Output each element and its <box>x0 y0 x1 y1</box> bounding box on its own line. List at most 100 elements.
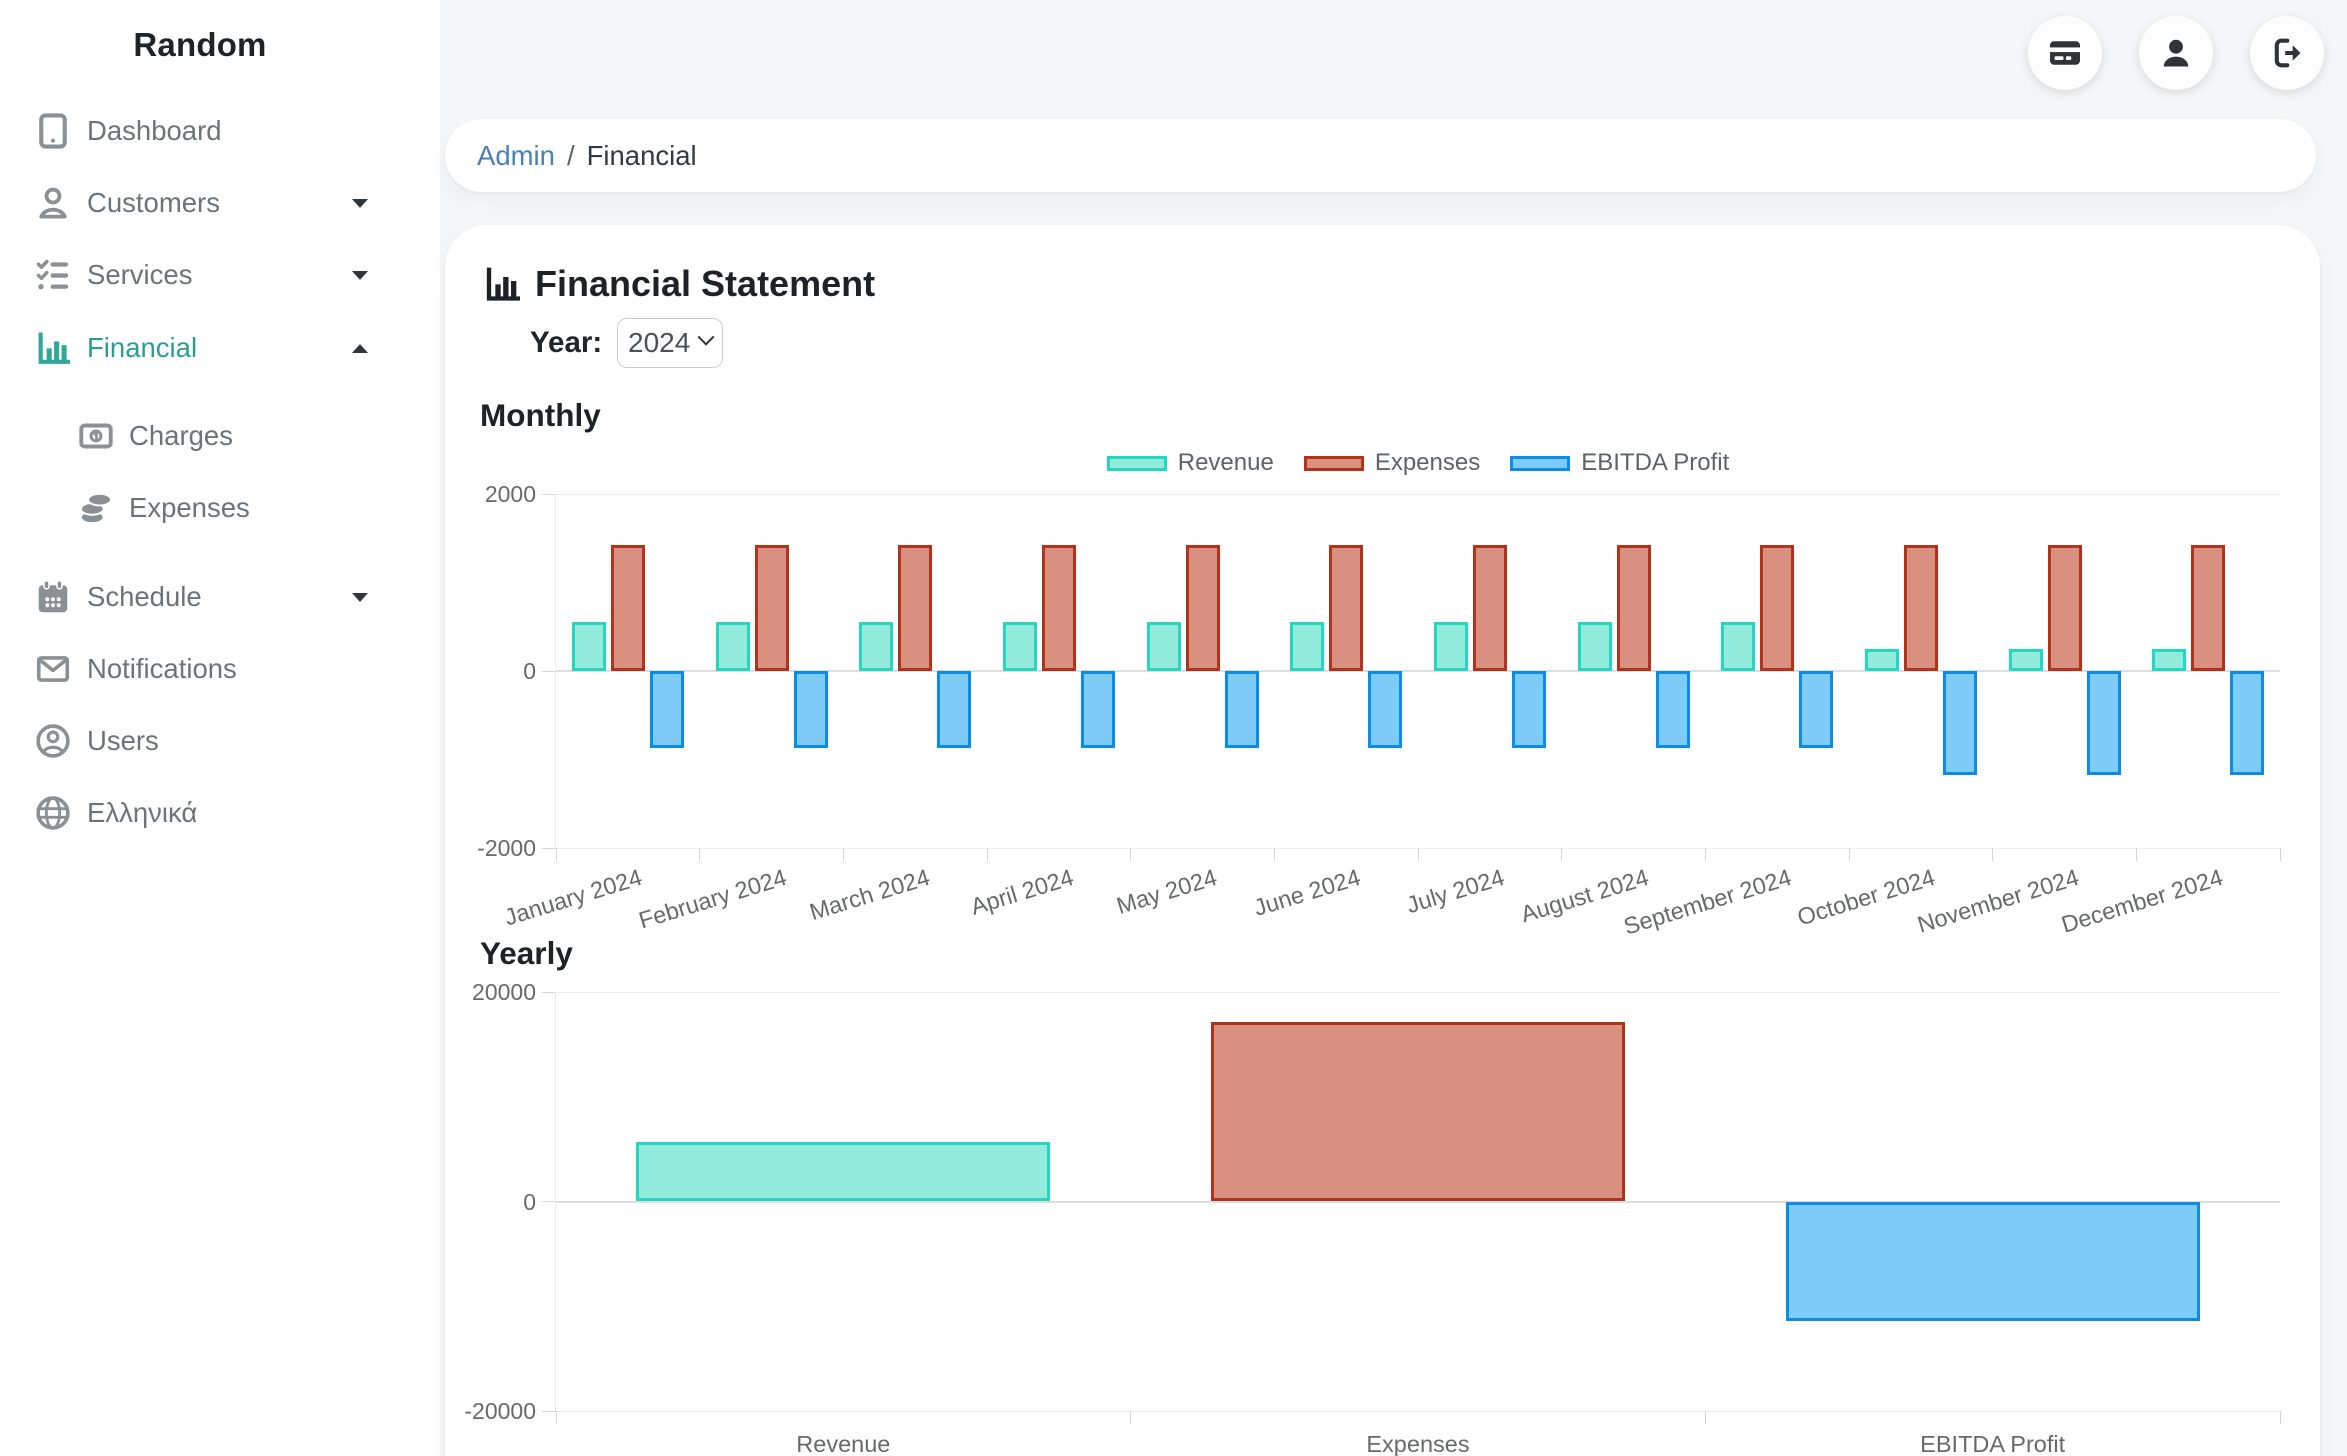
breadcrumb-separator: / <box>566 139 575 171</box>
gridline <box>556 1410 2280 1412</box>
bar-revenue-july-2024 <box>1433 622 1468 671</box>
bar-revenue-october-2024 <box>1864 648 1899 671</box>
bar-ebitda-profit-july-2024 <box>1511 671 1546 749</box>
y-axis-tick <box>542 670 556 672</box>
bar-revenue-april-2024 <box>1002 622 1037 671</box>
x-axis-tick <box>1704 848 1706 861</box>
bar-revenue-june-2024 <box>1290 622 1325 671</box>
monthly-chart: 2000 0 -2000 January 2024 February 2024 March… <box>477 481 2281 940</box>
bar-expenses-july-2024 <box>1472 544 1507 671</box>
x-axis-label: Revenue <box>796 1431 891 1456</box>
sidebar-item-label: Notifications <box>87 653 237 684</box>
x-axis-label: July 2024 <box>1403 864 1508 919</box>
x-axis-label: May 2024 <box>1113 864 1221 920</box>
bar-expenses-november-2024 <box>2047 544 2082 671</box>
chevron-up-icon <box>352 343 368 353</box>
user-icon <box>34 184 72 222</box>
x-axis-tick <box>555 848 557 861</box>
x-axis-tick <box>1130 848 1132 861</box>
year-select[interactable]: 2024 <box>617 318 724 368</box>
y-axis-line <box>555 992 556 1411</box>
sidebar-item-label: Charges <box>129 420 233 451</box>
chevron-down-icon <box>697 328 715 346</box>
gridline <box>556 991 2280 993</box>
y-axis-line <box>555 494 556 848</box>
x-axis-tick <box>1704 1411 1706 1424</box>
chevron-down-icon <box>352 198 368 208</box>
y-axis-label: 0 <box>523 658 536 684</box>
bar-expenses <box>1211 1022 1625 1202</box>
bar-expenses-december-2024 <box>2191 544 2226 671</box>
y-axis-tick <box>542 493 556 495</box>
legend-item-expenses[interactable]: Expenses <box>1303 449 1481 477</box>
yearly-chart: 20000 0 -20000 Revenue Expenses EBITDA Profit <box>464 979 2281 1456</box>
bar-expenses-april-2024 <box>1041 544 1076 671</box>
bar-revenue-may-2024 <box>1146 622 1181 671</box>
bar-ebitda-profit-august-2024 <box>1655 671 1690 749</box>
sidebar-item-label: Schedule <box>87 581 202 612</box>
sidebar-item-dashboard[interactable]: Dashboard <box>0 103 440 159</box>
sidebar-item-users[interactable]: Users <box>0 713 440 769</box>
logout-button[interactable] <box>2250 16 2324 90</box>
sidebar-item-label: Customers <box>87 187 220 218</box>
bar-ebitda-profit-april-2024 <box>1080 671 1115 749</box>
sidebar-item-financial[interactable]: Financial <box>0 320 440 376</box>
chevron-down-icon <box>352 270 368 280</box>
sidebar-item-charges[interactable]: Charges <box>0 408 440 464</box>
bar-expenses-may-2024 <box>1185 544 1220 671</box>
legend-label: Revenue <box>1177 449 1274 476</box>
calendar-icon <box>34 578 72 616</box>
legend-item-ebitda-profit[interactable]: EBITDA Profit <box>1510 449 1729 477</box>
x-axis-tick <box>986 848 988 861</box>
gridline <box>556 1200 2280 1203</box>
breadcrumb-link-admin[interactable]: Admin <box>477 139 555 171</box>
sidebar-item-label: Expenses <box>129 492 250 523</box>
y-axis-tick <box>542 847 556 849</box>
legend-swatch <box>1106 455 1167 471</box>
sidebar-item-label: Financial <box>87 332 198 363</box>
sidebar-item-label: Ελληνικά <box>87 797 198 828</box>
sidebar-item-label: Users <box>87 725 159 756</box>
globe-icon <box>34 794 72 832</box>
x-axis-tick <box>2279 848 2281 861</box>
x-axis-label: December 2024 <box>2058 864 2226 938</box>
x-axis-label: November 2024 <box>1914 864 2083 938</box>
bar-revenue-february-2024 <box>715 622 750 671</box>
bar-ebitda-profit-october-2024 <box>1942 671 1977 775</box>
x-axis-tick <box>2135 848 2137 861</box>
sidebar-item-expenses[interactable]: Expenses <box>0 480 440 536</box>
x-axis-tick <box>699 848 701 861</box>
profile-button[interactable] <box>2139 16 2213 90</box>
y-axis-label: 0 <box>523 1188 536 1215</box>
sidebar-item-services[interactable]: Services <box>0 247 440 303</box>
sidebar-item-schedule[interactable]: Schedule <box>0 569 440 625</box>
money-bill-icon <box>78 418 114 454</box>
x-axis-tick <box>1273 848 1275 861</box>
x-axis-label: June 2024 <box>1251 864 1364 921</box>
sidebar-item-language[interactable]: Ελληνικά <box>0 785 440 841</box>
user-circle-icon <box>34 722 72 760</box>
year-select-value: 2024 <box>628 327 691 358</box>
bar-ebitda-profit-december-2024 <box>2230 671 2265 775</box>
x-axis-label: January 2024 <box>501 864 646 931</box>
x-axis-tick <box>1561 848 1563 861</box>
coins-icon <box>78 490 114 526</box>
breadcrumb: Admin / Financial <box>445 119 2316 192</box>
bar-ebitda-profit <box>1785 1201 2200 1321</box>
sidebar: Random Dashboard Customers Services <box>0 0 440 1456</box>
financial-statement-card: Financial Statement Year: 2024 Monthly R… <box>445 225 2320 1456</box>
chart-legend: Revenue Expenses EBITDA Profit <box>556 449 2280 477</box>
credit-card-icon <box>2047 35 2083 71</box>
x-axis-tick <box>555 1411 557 1424</box>
bar-expenses-january-2024 <box>610 544 645 671</box>
billing-button[interactable] <box>2028 16 2102 90</box>
page-title-row: Financial Statement <box>482 263 875 305</box>
x-axis-tick <box>842 848 844 861</box>
bar-ebitda-profit-june-2024 <box>1368 671 1403 749</box>
legend-item-revenue[interactable]: Revenue <box>1106 449 1274 477</box>
sidebar-item-notifications[interactable]: Notifications <box>0 641 440 697</box>
legend-label: Expenses <box>1374 449 1481 476</box>
bar-revenue <box>636 1141 1051 1202</box>
sidebar-item-customers[interactable]: Customers <box>0 175 440 231</box>
